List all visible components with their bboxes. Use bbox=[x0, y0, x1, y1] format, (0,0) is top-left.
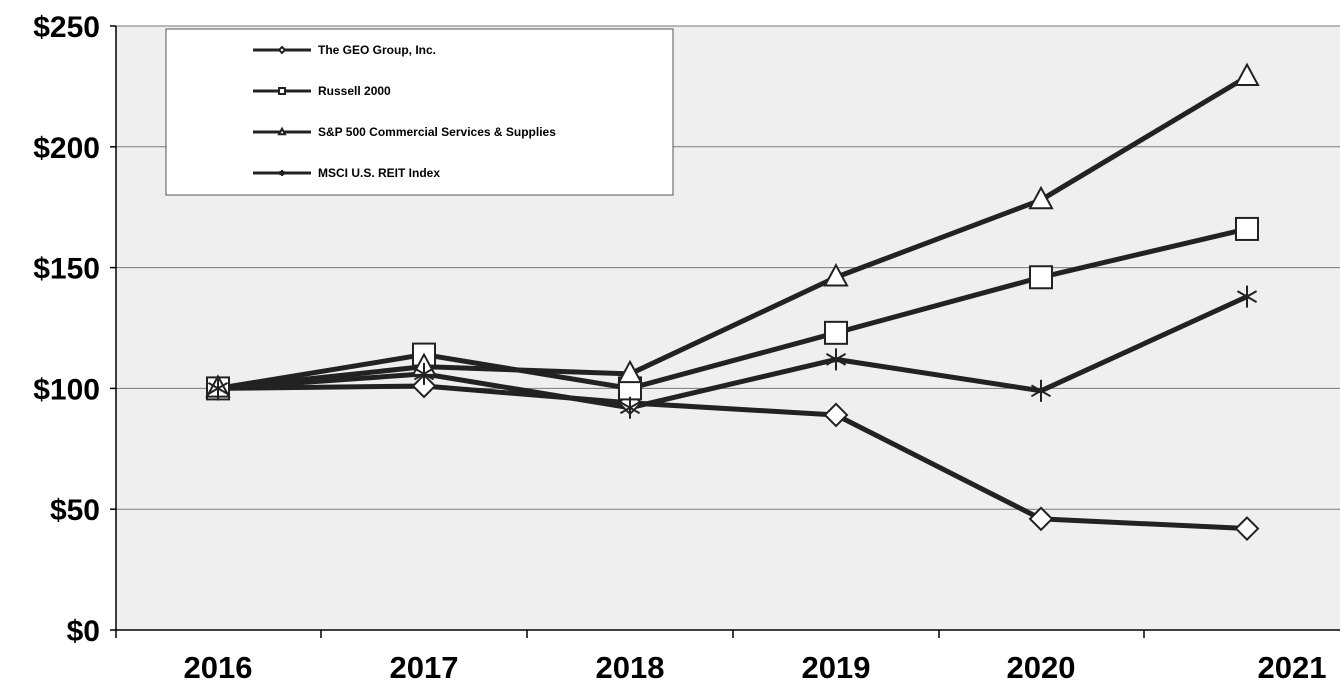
legend-label: Russell 2000 bbox=[318, 84, 391, 98]
legend: The GEO Group, Inc. Russell 2000 S&P 500 C… bbox=[165, 28, 674, 196]
series-lines bbox=[215, 74, 1250, 532]
y-tick-label: $200 bbox=[33, 132, 100, 165]
data-point-diamond bbox=[1234, 516, 1260, 541]
data-point-square bbox=[1029, 265, 1053, 290]
data-point-diamond bbox=[411, 373, 437, 399]
x-tick-label: 2016 bbox=[184, 650, 253, 682]
x-tick-label: 2019 bbox=[802, 650, 871, 682]
y-tick-label: $250 bbox=[33, 11, 100, 44]
data-point-triangle bbox=[1234, 62, 1260, 86]
legend-label: MSCI U.S. REIT Index bbox=[318, 166, 440, 180]
data-point-triangle bbox=[617, 359, 643, 384]
series-line-2 bbox=[215, 74, 1250, 391]
data-point-star bbox=[413, 362, 435, 385]
data-point-star bbox=[1236, 285, 1258, 308]
series-group bbox=[205, 62, 1260, 541]
data-point-diamond bbox=[823, 402, 849, 428]
data-point-star bbox=[1030, 379, 1052, 402]
legend-label: S&P 500 Commercial Services & Supplies bbox=[318, 125, 556, 139]
series-line-3 bbox=[215, 294, 1250, 411]
series-markers bbox=[205, 62, 1260, 541]
data-point-triangle bbox=[1028, 185, 1054, 210]
y-tick-label: $50 bbox=[50, 494, 100, 527]
legend-marker-square bbox=[278, 87, 286, 95]
x-tick-label: 2018 bbox=[596, 650, 665, 682]
legend-box bbox=[165, 28, 674, 196]
x-tick-label: 2020 bbox=[1007, 650, 1076, 682]
data-point-star bbox=[619, 396, 641, 419]
data-point-square bbox=[824, 320, 848, 345]
x-axis-ticks: 2016 2017 2018 2019 2020 2021 bbox=[184, 650, 1327, 682]
y-tick-label: $150 bbox=[33, 253, 100, 286]
legend-marker-diamond bbox=[277, 45, 287, 55]
y-tick-label: $0 bbox=[67, 615, 100, 648]
x-tick-label: 2017 bbox=[390, 650, 459, 682]
legend-marker-triangle bbox=[277, 126, 287, 136]
legend-marker-star bbox=[278, 170, 286, 176]
y-axis-ticks: $0 $50 $100 $150 $200 $250 bbox=[33, 11, 100, 648]
data-point-square bbox=[1235, 216, 1259, 241]
x-tick-label: 2021 bbox=[1258, 650, 1327, 682]
series-line-1 bbox=[215, 226, 1250, 391]
series-line-0 bbox=[215, 383, 1250, 532]
data-point-star bbox=[825, 348, 847, 371]
y-tick-label: $100 bbox=[33, 373, 100, 406]
axes bbox=[110, 25, 1340, 638]
data-point-star bbox=[207, 377, 229, 400]
data-point-diamond bbox=[1028, 506, 1054, 532]
data-point-triangle bbox=[823, 263, 849, 287]
legend-label: The GEO Group, Inc. bbox=[318, 43, 436, 57]
